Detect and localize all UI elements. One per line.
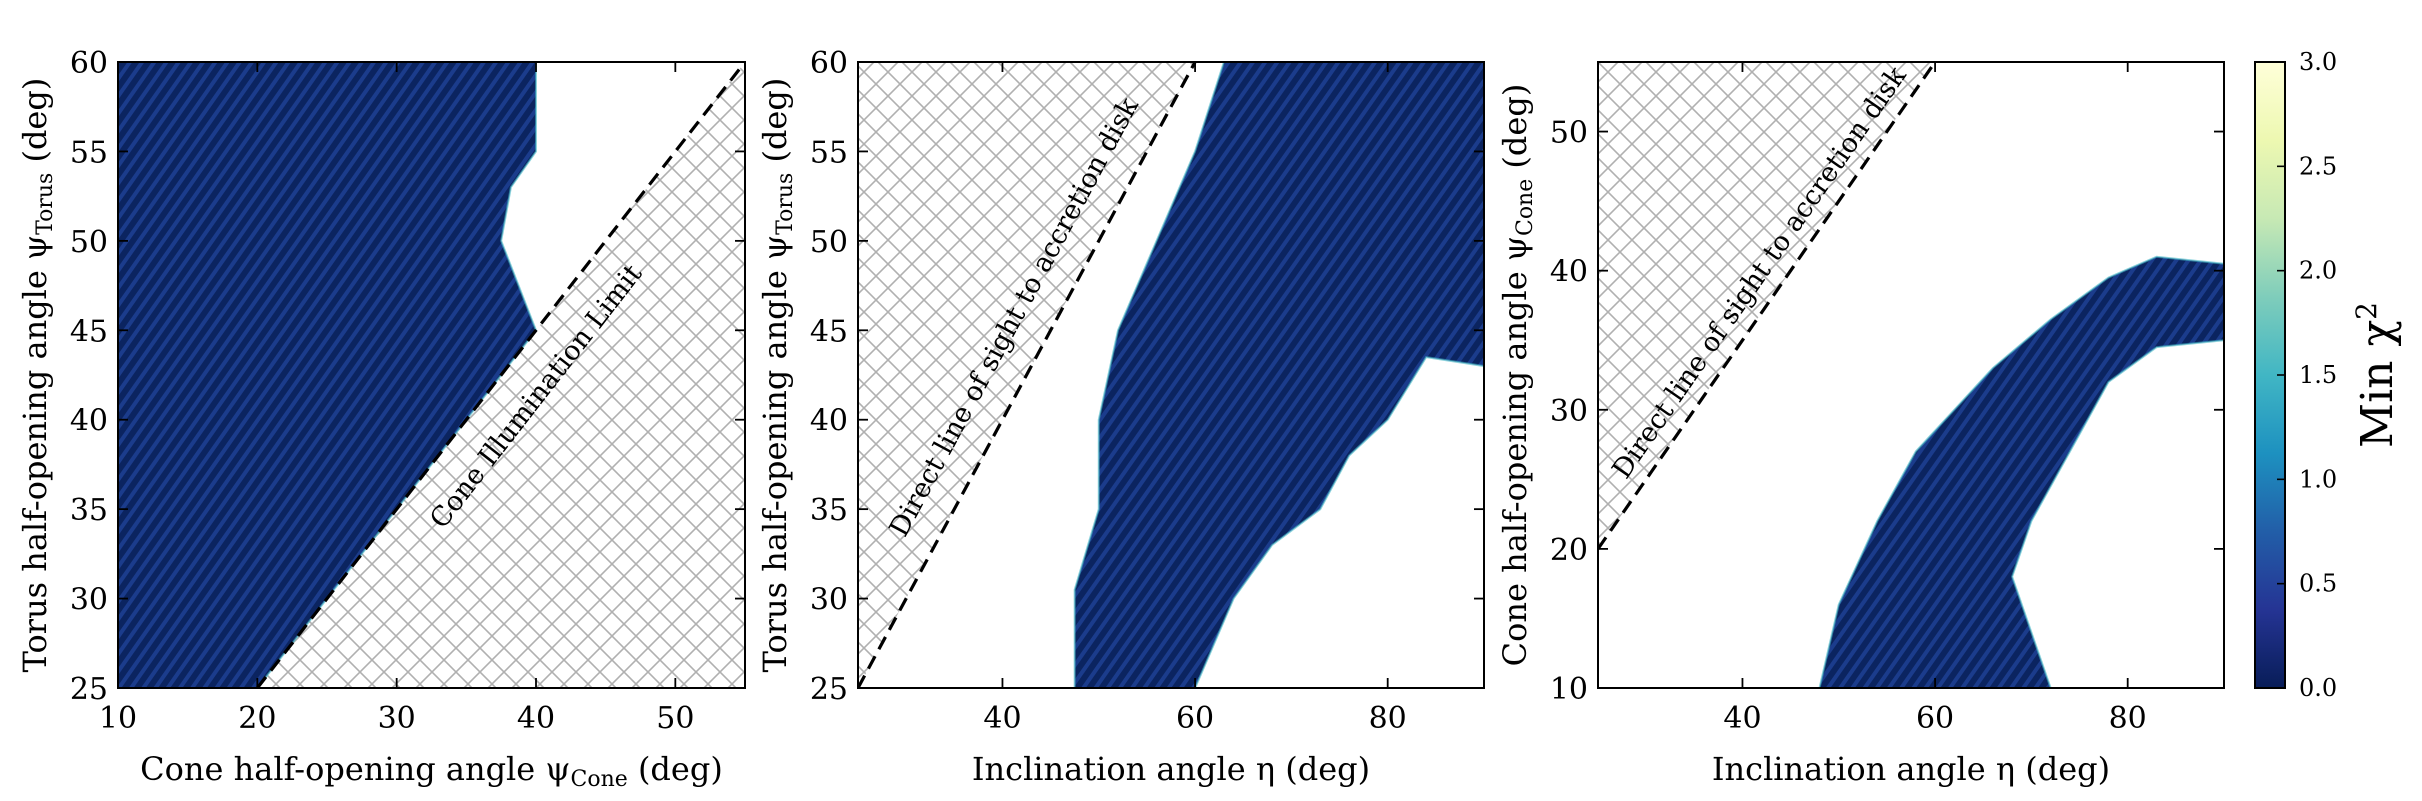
y-tick-label: 50	[1550, 116, 1588, 151]
chi2-heatmap-region	[1074, 62, 1484, 688]
y-tick-label: 40	[1550, 255, 1588, 290]
limit-dashed-line	[1598, 62, 1937, 550]
y-axis-label: Torus half-opening angle ψTorus (deg)	[756, 78, 798, 673]
colorbar-tick-label: 0.5	[2299, 570, 2337, 598]
x-tick-label: 80	[1369, 701, 1407, 736]
x-tick-label: 60	[1176, 701, 1214, 736]
plot-area	[1598, 62, 2224, 688]
y-tick-label: 30	[1550, 394, 1588, 429]
colorbar-tick-label: 3.0	[2299, 48, 2337, 76]
panel-left: 10 20 30 40 50 25 30 35 40 45 50 55 60 Cone half-open…	[16, 46, 746, 792]
x-tick-label: 10	[99, 701, 137, 736]
y-tick-label: 60	[810, 46, 848, 81]
y-tick-label: 55	[70, 135, 108, 170]
heatmap-edge	[1073, 62, 1484, 688]
y-tick-label: 25	[810, 672, 848, 707]
x-tick-label: 40	[983, 701, 1021, 736]
colorbar: 0.0 0.5 1.0 1.5 2.0 2.5 3.0 Min χ2	[2254, 48, 2403, 702]
limit-dashed-line	[858, 62, 1197, 688]
x-tick-label: 50	[656, 701, 694, 736]
colorbar-tick-label: 2.5	[2299, 152, 2337, 180]
panel-right: 40 60 80 10 20 30 40 50 Inclination angle η (deg…	[1496, 61, 2225, 788]
plot-area	[858, 62, 1484, 688]
y-tick-label: 45	[810, 314, 848, 349]
y-tick-label: 30	[810, 583, 848, 618]
chi2-heatmap-region	[1819, 256, 2224, 688]
y-tick-label: 30	[70, 583, 108, 618]
y-tick-label: 50	[70, 225, 108, 260]
x-tick-label: 60	[1916, 701, 1954, 736]
chi2-heatmap-region	[118, 62, 536, 688]
x-tick-label: 30	[378, 701, 416, 736]
y-tick-label: 10	[1550, 672, 1588, 707]
y-tick-label: 55	[810, 135, 848, 170]
axes-frame	[117, 61, 746, 689]
limit-dashed-line	[256, 62, 745, 688]
y-tick-label: 35	[70, 493, 108, 528]
y-axis-label: Torus half-opening angle ψTorus (deg)	[16, 78, 58, 673]
colorbar-tick-label: 2.0	[2299, 257, 2337, 285]
colorbar-tick-label: 0.0	[2299, 674, 2337, 702]
colorbar-tick-label: 1.5	[2299, 361, 2337, 389]
x-axis-label: Inclination angle η (deg)	[972, 750, 1370, 788]
y-tick-label: 60	[70, 46, 108, 81]
y-tick-label: 35	[810, 493, 848, 528]
axes-frame	[1597, 61, 2225, 689]
axes-frame	[857, 61, 1485, 689]
y-tick-label: 40	[810, 404, 848, 439]
heatmap-edge	[118, 62, 538, 688]
panel-middle: 40 60 80 25 30 35 40 45 50 55 60 Inclination angle …	[756, 46, 1485, 788]
heatmap-edge	[1818, 255, 2224, 688]
y-tick-label: 25	[70, 672, 108, 707]
y-tick-label: 45	[70, 314, 108, 349]
y-axis-label: Cone half-opening angle ψCone (deg)	[1496, 84, 1538, 667]
colorbar-label: Min χ2	[2350, 302, 2403, 448]
y-tick-label: 40	[70, 404, 108, 439]
plot-area	[118, 62, 745, 688]
colorbar-tick-label: 1.0	[2299, 465, 2337, 493]
x-tick-label: 40	[517, 701, 555, 736]
x-axis-label: Inclination angle η (deg)	[1712, 750, 2110, 788]
x-tick-label: 20	[238, 701, 276, 736]
x-tick-label: 80	[2109, 701, 2147, 736]
y-tick-label: 20	[1550, 533, 1588, 568]
x-axis-label: Cone half-opening angle ψCone (deg)	[140, 750, 723, 792]
y-tick-label: 50	[810, 225, 848, 260]
x-tick-label: 40	[1723, 701, 1761, 736]
